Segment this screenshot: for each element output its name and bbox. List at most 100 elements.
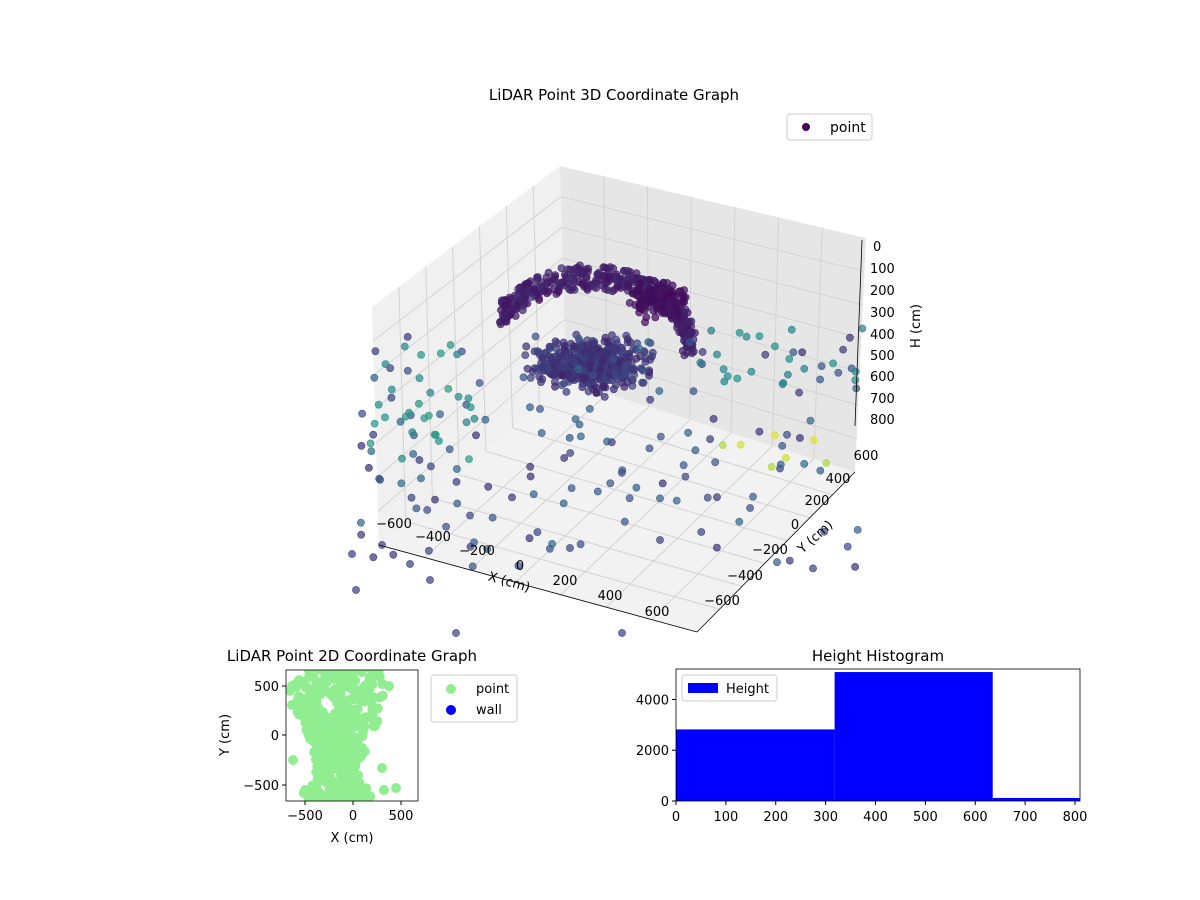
gridline (485, 450, 788, 542)
point-3d (689, 347, 698, 356)
point-3d (375, 474, 384, 483)
histogram-title: Height Histogram (812, 647, 944, 665)
point-2d (307, 728, 318, 738)
point-3d (409, 450, 418, 458)
histogram-x-ticks: 0 100 200 300 400 500 600 700 800 (672, 801, 1087, 825)
point-3d (557, 264, 566, 272)
point-3d (531, 332, 540, 341)
point-2d (384, 681, 394, 691)
point-2d (323, 723, 334, 734)
histogram-legend: Height (681, 674, 778, 702)
chart-3d-z-axis-label: H (cm) (909, 304, 924, 348)
chart-3d-y-tick-label: 400 (826, 472, 851, 487)
point-3d (544, 365, 553, 374)
point-3d (603, 437, 611, 446)
point-3d (781, 453, 790, 462)
point-3d (822, 459, 831, 467)
point-2d (309, 708, 320, 719)
point-3d (536, 405, 544, 413)
point-3d (733, 374, 742, 383)
histogram-frame (675, 668, 1081, 802)
histogram-x-tick-label: 200 (763, 810, 788, 825)
gridline (373, 227, 563, 376)
point-3d (580, 282, 589, 291)
point-3d (533, 273, 542, 281)
point-3d (624, 280, 632, 289)
point-2d (326, 670, 337, 678)
point-3d (691, 446, 700, 455)
point-3d (357, 441, 366, 450)
point-3d (420, 414, 429, 423)
point-3d (452, 477, 461, 486)
chart-3d-y-tick-label: −200 (752, 543, 788, 558)
point-3d (783, 430, 791, 439)
chart-3d-x-tick-label: −200 (459, 544, 495, 559)
point-2d (319, 752, 329, 763)
point-3d (632, 483, 641, 492)
point-3d (816, 375, 824, 384)
point-2d (318, 770, 329, 781)
gridline (771, 217, 780, 447)
point-3d (767, 462, 776, 471)
point-3d (566, 449, 575, 457)
point-3d (577, 341, 585, 349)
point-3d (789, 348, 798, 357)
chart-3d-z-tick-label: 500 (870, 349, 895, 364)
point-3d (567, 484, 576, 492)
point-3d (787, 325, 796, 334)
point-3d (622, 354, 631, 363)
point-3d (348, 550, 356, 558)
point-3d (502, 301, 511, 310)
point-3d (415, 374, 424, 383)
point-3d (589, 371, 597, 379)
point-3d (546, 344, 555, 353)
point-3d (641, 318, 649, 327)
point-2d (322, 686, 333, 697)
chart-3d-z-tick-label: 700 (870, 392, 895, 407)
point-3d (851, 367, 860, 376)
point-3d (555, 352, 564, 361)
histogram-y-tick-label: 4000 (636, 693, 669, 708)
point-2d (349, 687, 360, 698)
point-3d (584, 264, 593, 273)
histogram-x-tick-label: 0 (672, 810, 680, 825)
point-3d (697, 528, 706, 536)
point-3d (646, 395, 655, 404)
point-3d (809, 564, 817, 573)
point-3d (535, 372, 544, 381)
point-3d (470, 414, 479, 423)
point-2d (347, 792, 358, 801)
point-3d (436, 349, 445, 358)
point-3d (672, 496, 681, 505)
point-3d (675, 287, 683, 296)
point-3d (853, 526, 862, 534)
point-2d (308, 688, 319, 699)
point-2d (335, 716, 346, 727)
chart-2d-y-tick-label: 0 (271, 729, 279, 744)
point-3d (521, 351, 530, 359)
point-2d (358, 747, 368, 758)
point-3d (436, 410, 444, 419)
point-3d (689, 387, 698, 395)
point-3d (590, 282, 598, 291)
point-3d (533, 528, 542, 536)
gridline (560, 196, 865, 272)
point-3d (742, 332, 751, 341)
histogram-bar (992, 797, 1080, 801)
point-3d (686, 338, 694, 347)
point-2d (324, 789, 335, 800)
point-3d (563, 352, 571, 361)
point-2d (347, 712, 358, 723)
point-3d (851, 376, 860, 384)
point-3d (621, 361, 630, 369)
point-3d (655, 299, 664, 308)
point-3d (521, 299, 529, 308)
point-3d (387, 385, 396, 394)
histogram-x-tick-label: 300 (813, 810, 838, 825)
gridline (478, 226, 487, 452)
point-3d (514, 561, 523, 570)
point-3d (671, 299, 679, 308)
point-3d (706, 435, 714, 443)
point-2d (374, 671, 385, 682)
point-3d (462, 418, 471, 427)
